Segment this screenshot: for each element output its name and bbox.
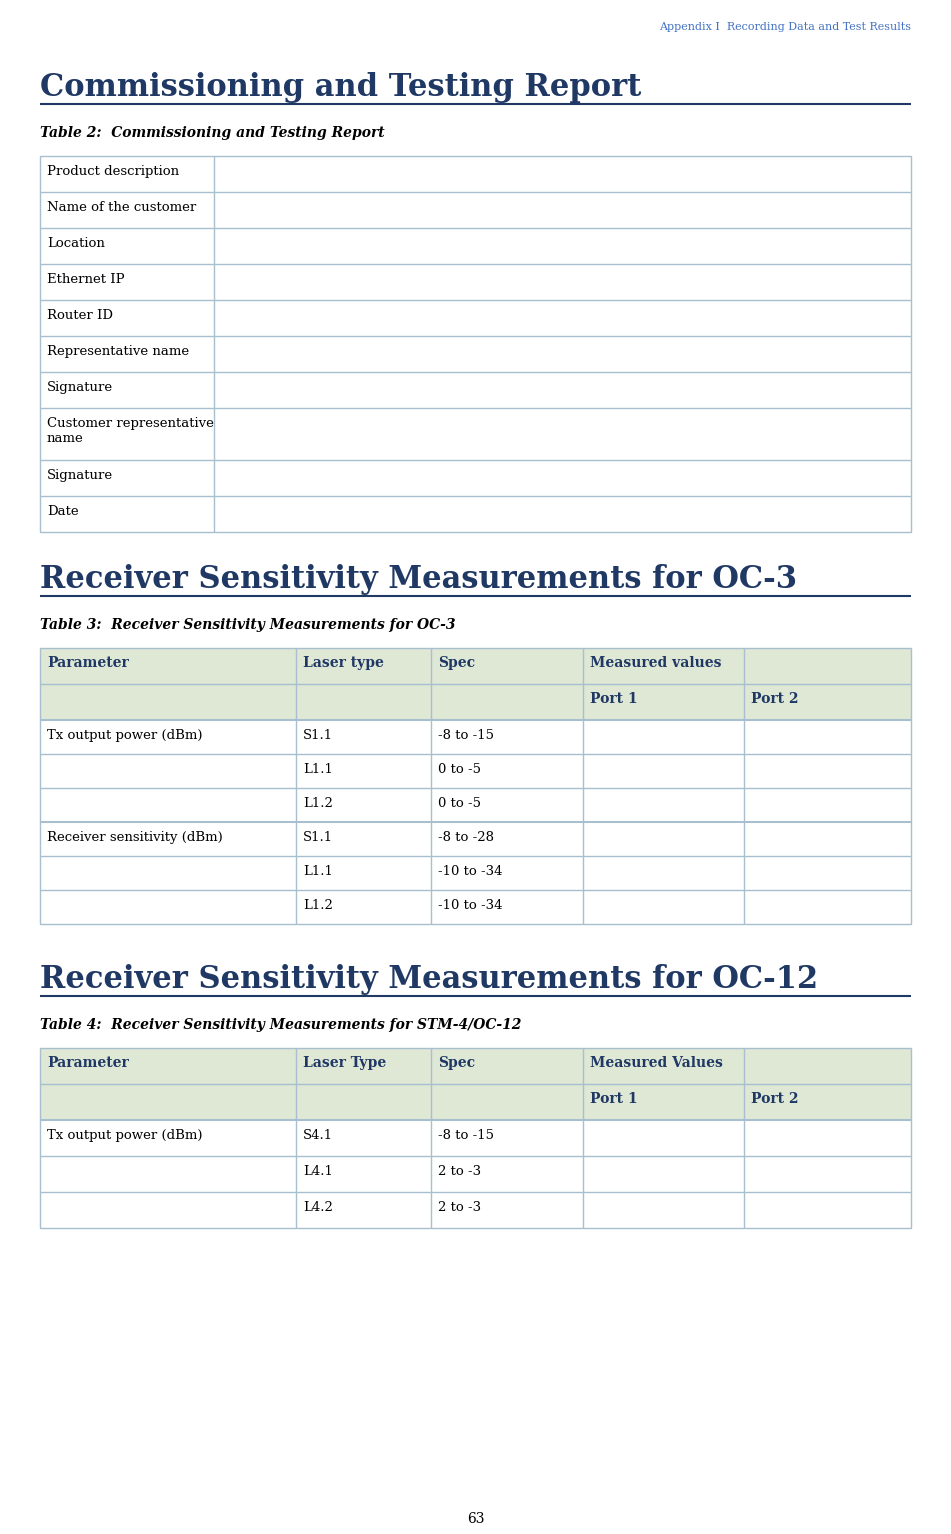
- Text: Appendix I  Recording Data and Test Results: Appendix I Recording Data and Test Resul…: [659, 21, 911, 32]
- Text: Laser type: Laser type: [303, 657, 384, 670]
- Text: Ethernet IP: Ethernet IP: [47, 273, 125, 285]
- Text: Customer representative
name: Customer representative name: [47, 417, 214, 445]
- Text: Receiver Sensitivity Measurements for OC-3: Receiver Sensitivity Measurements for OC…: [40, 565, 797, 595]
- Text: Port 2: Port 2: [751, 692, 799, 706]
- Text: Parameter: Parameter: [47, 1055, 128, 1071]
- Text: Port 2: Port 2: [751, 1092, 799, 1106]
- Text: L4.1: L4.1: [303, 1164, 333, 1178]
- Text: 0 to -5: 0 to -5: [438, 762, 481, 776]
- Text: L1.2: L1.2: [303, 899, 333, 913]
- Text: Signature: Signature: [47, 469, 113, 482]
- Bar: [40, 647, 911, 923]
- Bar: [40, 156, 911, 532]
- Text: Table 3:  Receiver Sensitivity Measurements for OC-3: Table 3: Receiver Sensitivity Measuremen…: [40, 618, 456, 632]
- Text: Port 1: Port 1: [590, 1092, 637, 1106]
- Text: Measured Values: Measured Values: [590, 1055, 723, 1071]
- Text: Tx output power (dBm): Tx output power (dBm): [47, 1129, 203, 1141]
- Text: Laser Type: Laser Type: [303, 1055, 386, 1071]
- Text: Parameter: Parameter: [47, 657, 128, 670]
- Text: Signature: Signature: [47, 380, 113, 394]
- Text: Date: Date: [47, 505, 79, 518]
- Text: -8 to -28: -8 to -28: [438, 831, 494, 844]
- Text: Table 2:  Commissioning and Testing Report: Table 2: Commissioning and Testing Repor…: [40, 126, 384, 140]
- Text: 2 to -3: 2 to -3: [438, 1201, 481, 1213]
- Text: Representative name: Representative name: [47, 345, 189, 357]
- Text: S1.1: S1.1: [303, 729, 333, 742]
- Text: L1.1: L1.1: [303, 865, 333, 877]
- Bar: [40, 1048, 911, 1229]
- Text: Commissioning and Testing Report: Commissioning and Testing Report: [40, 72, 641, 103]
- Text: L4.2: L4.2: [303, 1201, 333, 1213]
- Text: -10 to -34: -10 to -34: [438, 899, 502, 913]
- Text: S1.1: S1.1: [303, 831, 333, 844]
- Text: 63: 63: [467, 1513, 484, 1526]
- Text: Router ID: Router ID: [47, 308, 113, 322]
- Text: Location: Location: [47, 236, 105, 250]
- Text: Product description: Product description: [47, 166, 179, 178]
- Text: Table 4:  Receiver Sensitivity Measurements for STM-4/OC-12: Table 4: Receiver Sensitivity Measuremen…: [40, 1019, 521, 1032]
- Text: Tx output power (dBm): Tx output power (dBm): [47, 729, 203, 742]
- Text: L1.1: L1.1: [303, 762, 333, 776]
- Text: S4.1: S4.1: [303, 1129, 333, 1141]
- Text: Port 1: Port 1: [590, 692, 637, 706]
- Text: Spec: Spec: [438, 1055, 476, 1071]
- Text: 0 to -5: 0 to -5: [438, 798, 481, 810]
- Bar: [40, 1048, 911, 1120]
- Text: -8 to -15: -8 to -15: [438, 1129, 494, 1141]
- Text: Spec: Spec: [438, 657, 476, 670]
- Text: Receiver sensitivity (dBm): Receiver sensitivity (dBm): [47, 831, 223, 844]
- Text: Measured values: Measured values: [590, 657, 722, 670]
- Text: -8 to -15: -8 to -15: [438, 729, 494, 742]
- Text: Name of the customer: Name of the customer: [47, 201, 196, 215]
- Text: 2 to -3: 2 to -3: [438, 1164, 481, 1178]
- Text: L1.2: L1.2: [303, 798, 333, 810]
- Text: Receiver Sensitivity Measurements for OC-12: Receiver Sensitivity Measurements for OC…: [40, 963, 818, 996]
- Bar: [40, 647, 911, 719]
- Text: -10 to -34: -10 to -34: [438, 865, 502, 877]
